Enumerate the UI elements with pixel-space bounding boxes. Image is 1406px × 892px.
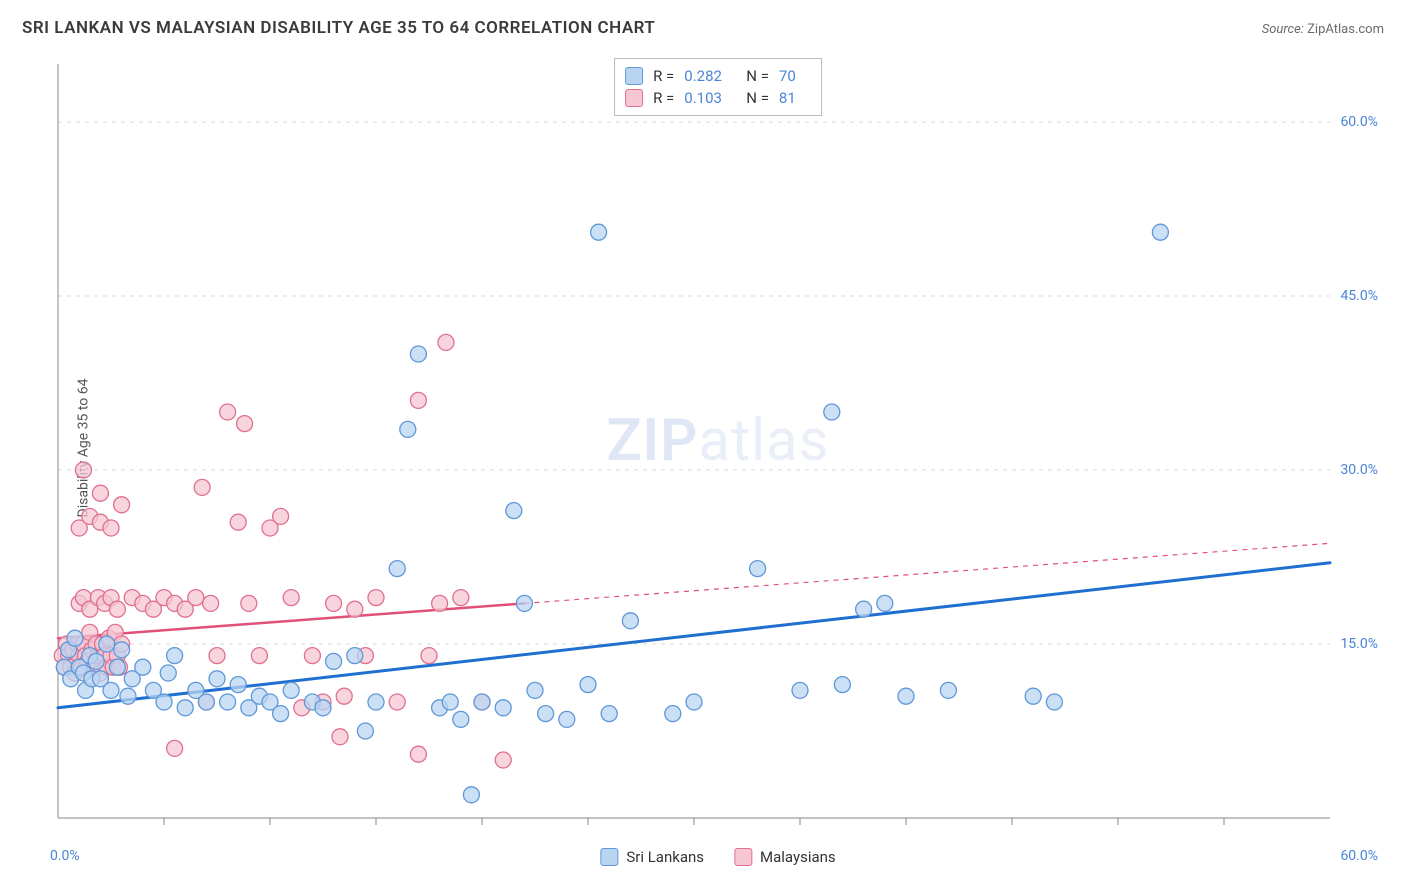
corr-row-sri-lankans: R = 0.282 N = 70	[625, 65, 807, 87]
r-value-sri-lankans: 0.282	[684, 65, 736, 87]
series-legend: Sri Lankans Malaysians	[600, 848, 835, 866]
correlation-legend: R = 0.282 N = 70 R = 0.103 N = 81	[614, 58, 822, 116]
y-tick-label: 60.0%	[1340, 114, 1378, 130]
chart-area: ZIPatlas Disability Age 35 to 64 0.0% 60…	[50, 58, 1386, 838]
chart-title: SRI LANKAN VS MALAYSIAN DISABILITY AGE 3…	[22, 18, 655, 38]
corr-row-malaysians: R = 0.103 N = 81	[625, 87, 807, 109]
y-tick-label: 45.0%	[1340, 288, 1378, 304]
legend-item-malaysians: Malaysians	[734, 848, 836, 866]
x-axis-max-label: 60.0%	[1340, 848, 1378, 864]
y-tick-label: 30.0%	[1340, 462, 1378, 478]
scatter-chart	[50, 58, 1386, 838]
y-tick-label: 15.0%	[1340, 636, 1378, 652]
source-value: ZipAtlas.com	[1307, 22, 1384, 37]
r-value-malaysians: 0.103	[684, 87, 736, 109]
n-value-malaysians: 81	[779, 87, 807, 109]
r-label: R =	[653, 65, 674, 87]
r-label: R =	[653, 87, 674, 109]
x-axis-min-label: 0.0%	[50, 848, 80, 864]
source-label: Source:	[1262, 22, 1304, 37]
swatch-sri-lankans	[625, 67, 643, 85]
legend-swatch-sri-lankans	[600, 848, 618, 866]
n-label: N =	[746, 87, 769, 109]
source-attribution: Source: ZipAtlas.com	[1262, 22, 1384, 37]
legend-item-sri-lankans: Sri Lankans	[600, 848, 704, 866]
n-value-sri-lankans: 70	[779, 65, 807, 87]
legend-label-malaysians: Malaysians	[760, 848, 836, 866]
n-label: N =	[746, 65, 769, 87]
swatch-malaysians	[625, 89, 643, 107]
legend-swatch-malaysians	[734, 848, 752, 866]
legend-label-sri-lankans: Sri Lankans	[626, 848, 704, 866]
